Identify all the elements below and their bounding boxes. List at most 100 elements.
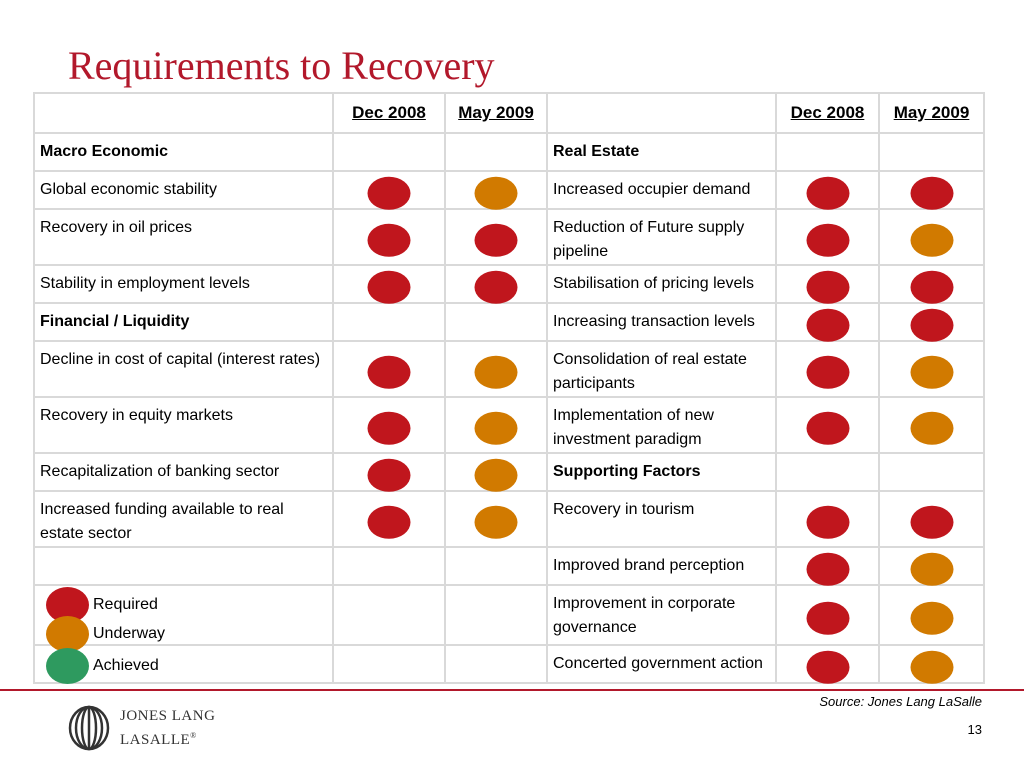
underway-status-dot-icon — [474, 505, 518, 539]
underway-status-dot-icon — [474, 176, 518, 210]
required-status-dot-icon — [806, 223, 849, 257]
left-may-status-cell — [444, 396, 548, 454]
right-may-status-cell — [878, 208, 985, 266]
table-row: Macro Economic Real Estate — [33, 132, 985, 172]
table-row: Increased funding available to real esta… — [33, 490, 985, 548]
left-row-label: Recovery in oil prices — [33, 208, 334, 266]
right-may-status-cell — [878, 546, 985, 586]
right-dec-status-cell — [775, 208, 880, 266]
underway-legend-dot-icon — [46, 616, 89, 652]
left-may-status-cell — [444, 490, 548, 548]
slide-title: Requirements to Recovery — [68, 43, 495, 88]
left-may-status-cell — [444, 170, 548, 210]
legend-item-underway: Underway — [46, 616, 166, 652]
legend-label: Required — [93, 596, 158, 613]
header-dec-2008-right: Dec 2008 — [775, 92, 880, 134]
right-may-status-cell — [878, 396, 985, 454]
table-row: Improved brand perception — [33, 546, 985, 586]
required-status-dot-icon — [474, 270, 518, 304]
legend-label: Underway — [93, 625, 166, 642]
right-may-status-cell — [878, 132, 985, 172]
source-note: Source: Jones Lang LaSalle — [819, 694, 982, 709]
underway-status-dot-icon — [474, 355, 518, 389]
right-row-label: Increased occupier demand — [546, 170, 777, 210]
table-row: Concerted government action — [33, 644, 985, 684]
left-may-status-cell — [444, 452, 548, 492]
required-status-dot-icon — [910, 308, 953, 342]
right-dec-status-cell — [775, 452, 880, 492]
right-row-label: Supporting Factors — [546, 452, 777, 492]
required-status-dot-icon — [367, 411, 411, 445]
right-may-status-cell — [878, 302, 985, 342]
left-row-label: Recovery in equity markets — [33, 396, 334, 454]
underway-status-dot-icon — [910, 411, 953, 445]
right-dec-status-cell — [775, 490, 880, 548]
right-dec-status-cell — [775, 340, 880, 398]
required-status-dot-icon — [806, 552, 849, 586]
table-row: Improvement in corporate governance — [33, 584, 985, 646]
footer-divider — [0, 689, 1024, 691]
required-status-dot-icon — [910, 270, 953, 304]
left-row-label: Increased funding available to real esta… — [33, 490, 334, 548]
right-may-status-cell — [878, 170, 985, 210]
left-row-label: Global economic stability — [33, 170, 334, 210]
page-number: 13 — [967, 722, 982, 737]
left-dec-status-cell — [332, 396, 446, 454]
right-dec-status-cell — [775, 546, 880, 586]
required-status-dot-icon — [367, 505, 411, 539]
left-may-status-cell — [444, 546, 548, 586]
header-may-2009-left: May 2009 — [444, 92, 548, 134]
right-may-status-cell — [878, 340, 985, 398]
required-status-dot-icon — [806, 270, 849, 304]
left-dec-status-cell — [332, 170, 446, 210]
required-status-dot-icon — [474, 223, 518, 257]
left-may-status-cell — [444, 208, 548, 266]
right-may-status-cell — [878, 452, 985, 492]
left-dec-status-cell — [332, 490, 446, 548]
right-row-label: Improved brand perception — [546, 546, 777, 586]
right-dec-status-cell — [775, 644, 880, 684]
right-may-status-cell — [878, 644, 985, 684]
header-dec-2008-left: Dec 2008 — [332, 92, 446, 134]
required-status-dot-icon — [806, 505, 849, 539]
required-status-dot-icon — [806, 308, 849, 342]
left-dec-status-cell — [332, 340, 446, 398]
right-row-label: Recovery in tourism — [546, 490, 777, 548]
left-may-status-cell — [444, 302, 548, 342]
right-may-status-cell — [878, 584, 985, 646]
required-status-dot-icon — [910, 176, 953, 210]
company-logo: JONES LANG LASALLE® — [68, 705, 215, 751]
legend-item-achieved: Achieved — [46, 648, 159, 684]
required-status-dot-icon — [806, 355, 849, 389]
left-may-status-cell — [444, 644, 548, 684]
left-dec-status-cell — [332, 264, 446, 304]
left-dec-status-cell — [332, 132, 446, 172]
header-blank-left — [33, 92, 334, 134]
table-row: Recapitalization of banking sector Suppor… — [33, 452, 985, 492]
right-row-label: Improvement in corporate governance — [546, 584, 777, 646]
table-row: Global economic stability Increased occup… — [33, 170, 985, 210]
left-may-status-cell — [444, 584, 548, 646]
left-may-status-cell — [444, 264, 548, 304]
required-status-dot-icon — [367, 355, 411, 389]
left-row-label — [33, 546, 334, 586]
right-row-label: Real Estate — [546, 132, 777, 172]
required-status-dot-icon — [806, 176, 849, 210]
underway-status-dot-icon — [474, 411, 518, 445]
right-dec-status-cell — [775, 396, 880, 454]
left-may-status-cell — [444, 132, 548, 172]
left-dec-status-cell — [332, 546, 446, 586]
logo-line-1: JONES LANG — [120, 708, 216, 724]
table-row: Stability in employment levels Stabilisat… — [33, 264, 985, 304]
right-row-label: Concerted government action — [546, 644, 777, 684]
left-row-label: Financial / Liquidity — [33, 302, 334, 342]
table-row: Recovery in equity markets Implementation… — [33, 396, 985, 454]
left-dec-status-cell — [332, 584, 446, 646]
table-row: Recovery in oil prices Reduction of Futur… — [33, 208, 985, 266]
right-dec-status-cell — [775, 302, 880, 342]
logo-line-2: LASALLE — [120, 732, 191, 748]
recovery-requirements-table: Dec 2008 May 2009 Dec 2008 May 2009 Macr… — [33, 92, 985, 684]
left-dec-status-cell — [332, 208, 446, 266]
table-row: Decline in cost of capital (interest rat… — [33, 340, 985, 398]
underway-status-dot-icon — [910, 223, 953, 257]
